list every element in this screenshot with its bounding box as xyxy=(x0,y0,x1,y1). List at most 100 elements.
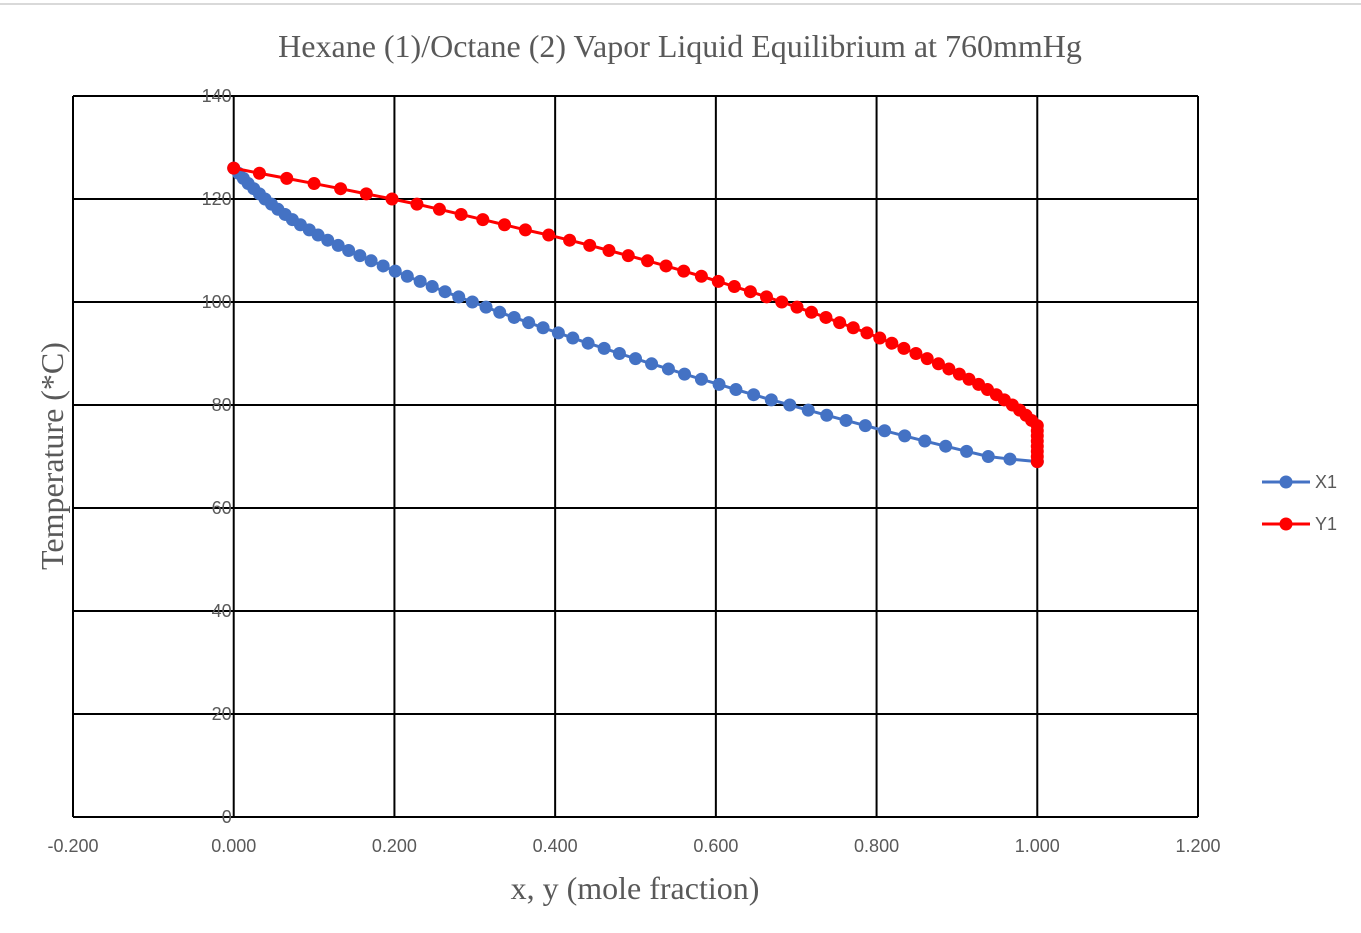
data-point-x1 xyxy=(858,419,872,433)
data-point-x1 xyxy=(438,285,452,299)
data-point-x1 xyxy=(376,259,390,273)
chart-title: Hexane (1)/Octane (2) Vapor Liquid Equil… xyxy=(278,28,1082,64)
y-tick-label: 140 xyxy=(202,86,232,106)
gridlines xyxy=(72,95,1199,818)
legend-item-y1: Y1 xyxy=(1262,514,1337,534)
legend-label-x1: X1 xyxy=(1315,472,1337,492)
y-tick-label: 80 xyxy=(212,395,232,415)
data-point-x1 xyxy=(764,393,778,407)
data-point-x1 xyxy=(939,439,953,453)
data-point-y1 xyxy=(952,367,966,381)
y-tick-label: 20 xyxy=(212,704,232,724)
data-point-y1 xyxy=(410,197,424,211)
data-point-x1 xyxy=(820,408,834,422)
data-point-y1 xyxy=(252,166,266,180)
data-point-x1 xyxy=(507,310,521,324)
data-point-x1 xyxy=(388,264,402,278)
data-point-x1 xyxy=(364,254,378,268)
data-point-y1 xyxy=(334,182,348,196)
data-point-x1 xyxy=(479,300,493,314)
data-point-y1 xyxy=(819,310,833,324)
y-tick-label: 60 xyxy=(212,498,232,518)
data-point-y1 xyxy=(621,249,635,263)
legend-marker-y1 xyxy=(1279,517,1293,531)
data-point-y1 xyxy=(909,347,923,360)
data-point-x1 xyxy=(801,403,815,417)
data-point-y1 xyxy=(790,300,804,314)
data-point-x1 xyxy=(918,434,932,448)
data-point-x1 xyxy=(678,367,692,381)
data-point-x1 xyxy=(311,228,325,242)
data-point-x1 xyxy=(1003,452,1017,466)
series-line-x1 xyxy=(232,167,1038,464)
data-point-y1 xyxy=(846,321,860,335)
data-point-y1 xyxy=(759,290,773,304)
data-point-y1 xyxy=(385,192,399,206)
data-point-y1 xyxy=(942,362,956,376)
data-point-y1 xyxy=(659,259,673,273)
data-point-y1 xyxy=(897,341,911,355)
data-point-x1 xyxy=(551,326,565,340)
series-group xyxy=(227,161,1044,469)
y-axis-title: Temperature (*C) xyxy=(34,342,70,570)
data-point-y1 xyxy=(563,233,577,247)
legend-label-y1: Y1 xyxy=(1315,514,1337,534)
data-point-x1 xyxy=(612,347,626,360)
data-point-x1 xyxy=(321,233,335,247)
data-point-x1 xyxy=(493,305,507,319)
data-point-x1 xyxy=(566,331,580,345)
x-tick-label: 0.000 xyxy=(211,836,256,856)
data-point-y1 xyxy=(677,264,691,278)
y-tick-label: 0 xyxy=(222,807,232,827)
x-tick-label: 1.000 xyxy=(1015,836,1060,856)
data-point-x1 xyxy=(898,429,912,443)
data-point-x1 xyxy=(413,274,427,288)
data-point-x1 xyxy=(465,295,479,309)
y-tick-label: 40 xyxy=(212,601,232,621)
legend-item-x1: X1 xyxy=(1262,472,1337,492)
x-tick-label: 0.400 xyxy=(533,836,578,856)
data-point-x1 xyxy=(839,413,853,427)
data-point-x1 xyxy=(400,269,414,283)
data-point-x1 xyxy=(353,249,367,263)
data-point-x1 xyxy=(712,377,726,391)
data-point-x1 xyxy=(645,357,659,371)
data-point-y1 xyxy=(583,238,597,252)
data-point-y1 xyxy=(833,316,847,330)
data-point-y1 xyxy=(498,218,512,232)
data-point-x1 xyxy=(342,244,356,257)
data-point-y1 xyxy=(359,187,373,201)
x-tick-label: -0.200 xyxy=(47,836,98,856)
tick-labels: -0.200 0.000 0.200 0.400 0.600 0.800 1.000 1.20… xyxy=(47,86,1220,856)
data-point-x1 xyxy=(581,336,595,350)
data-point-x1 xyxy=(536,321,550,335)
data-point-x1 xyxy=(729,383,743,397)
data-point-x1 xyxy=(597,341,611,355)
series-y1 xyxy=(227,161,1044,469)
y-tick-label: 100 xyxy=(202,292,232,312)
x-tick-label: 1.200 xyxy=(1175,836,1220,856)
data-point-y1 xyxy=(476,213,490,227)
data-point-y1 xyxy=(280,171,294,185)
legend: X1 Y1 xyxy=(1262,472,1337,534)
data-point-x1 xyxy=(629,352,642,366)
x-axis-title: x, y (mole fraction) xyxy=(511,870,760,906)
data-point-x1 xyxy=(331,238,345,252)
data-point-x1 xyxy=(878,424,892,438)
data-point-x1 xyxy=(960,444,974,458)
data-point-x1 xyxy=(425,280,439,294)
data-point-x1 xyxy=(981,450,995,463)
data-point-y1 xyxy=(454,207,468,221)
data-point-x1 xyxy=(694,372,708,386)
data-point-x1 xyxy=(661,362,675,376)
data-point-y1 xyxy=(775,295,789,309)
data-point-y1 xyxy=(518,223,532,237)
data-point-y1 xyxy=(1030,455,1044,469)
x-tick-label: 0.800 xyxy=(854,836,899,856)
data-point-y1 xyxy=(641,254,655,268)
data-point-x1 xyxy=(783,398,797,412)
series-x1 xyxy=(227,161,1044,469)
data-point-y1 xyxy=(602,244,616,257)
data-point-y1 xyxy=(542,228,556,242)
